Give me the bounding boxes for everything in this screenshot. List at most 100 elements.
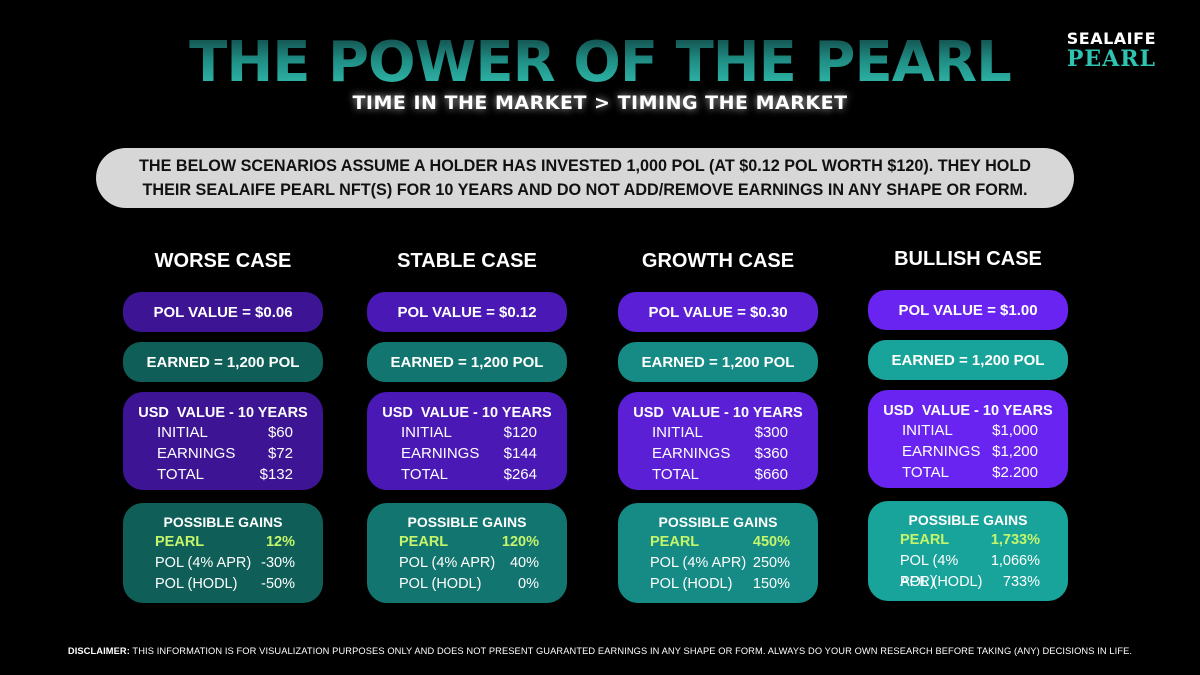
pearl-gain-row: PEARL 450% [618,532,818,553]
possible-gains-box: POSSIBLE GAINS PEARL 12% POL (4% APR) -30%… [123,503,323,603]
usd-value-title: USD VALUE - 10 YEARS [883,403,1053,419]
hodl-label: POL (HODL) [650,576,733,592]
possible-gains-title: POSSIBLE GAINS [163,514,283,530]
earned-pill: EARNED = 1,200 POL [367,342,567,382]
pearl-gain-row: PEARL 120% [367,532,567,553]
page-title: THE POWER OF THE PEARL [0,30,1200,96]
hodl-gain-row: POL (HODL) 733% [868,572,1068,593]
total-label: TOTAL [652,466,699,483]
apr-value: 1,066% [990,553,1040,569]
pearl-value: 450% [752,534,790,550]
apr-label: POL (4% APR) [155,555,252,571]
total-label: TOTAL [902,464,949,481]
total-value: $660 [754,466,788,483]
pearl-value: 120% [501,534,539,550]
earnings-label: EARNINGS [401,445,480,462]
apr-gain-row: POL (4% APR) 250% [618,553,818,574]
hodl-label: POL (HODL) [155,576,238,592]
total-row: TOTAL $132 [123,464,323,485]
total-label: TOTAL [157,466,204,483]
earnings-label: EARNINGS [157,445,236,462]
earnings-label: EARNINGS [652,445,731,462]
disclaimer: DISCLAIMER: THIS INFORMATION IS FOR VISU… [0,646,1200,656]
total-value: $2.200 [992,464,1038,481]
page-subtitle: TIME IN THE MARKET > TIMING THE MARKET [352,92,848,114]
pearl-value: 12% [265,534,295,550]
pearl-label: PEARL [155,534,205,550]
scenario-column-worse: WORSE CASE POL VALUE = $0.06 EARNED = 1,… [121,248,325,603]
pearl-gain-row: PEARL 12% [123,532,323,553]
initial-label: INITIAL [902,422,953,439]
hodl-value: 150% [752,576,790,592]
disclaimer-text: THIS INFORMATION IS FOR VISUALIZATION PU… [129,646,1133,656]
usd-value-title: USD VALUE - 10 YEARS [633,405,803,421]
possible-gains-box: POSSIBLE GAINS PEARL 450% POL (4% APR) 250… [618,503,818,603]
earnings-row: EARNINGS $72 [123,443,323,464]
hodl-label: POL (HODL) [399,576,482,592]
earned-pill: EARNED = 1,200 POL [618,342,818,382]
hodl-gain-row: POL (HODL) 0% [367,574,567,595]
apr-gain-row: POL (4% APR) 40% [367,553,567,574]
earnings-row: EARNINGS $144 [367,443,567,464]
usd-value-box: USD VALUE - 10 YEARS INITIAL $120 EARNING… [367,392,567,490]
apr-label: POL (4% APR) [399,555,496,571]
possible-gains-title: POSSIBLE GAINS [658,514,778,530]
initial-row: INITIAL $60 [123,422,323,443]
initial-value: $120 [503,424,537,441]
possible-gains-box: POSSIBLE GAINS PEARL 1,733% POL (4% APR) 1… [868,501,1068,601]
pearl-label: PEARL [650,534,700,550]
total-row: TOTAL $660 [618,464,818,485]
pol-value-pill: POL VALUE = $0.12 [367,292,567,332]
scenario-title: WORSE CASE [154,250,292,272]
pearl-label: PEARL [900,532,950,548]
hodl-value: 0% [518,576,539,592]
hodl-gain-row: POL (HODL) 150% [618,574,818,595]
hodl-gain-row: POL (HODL) -50% [123,574,323,595]
hodl-value: -50% [261,576,295,592]
apr-label: POL (4% APR) [650,555,747,571]
initial-label: INITIAL [652,424,703,441]
possible-gains-box: POSSIBLE GAINS PEARL 120% POL (4% APR) 40%… [367,503,567,603]
earnings-row: EARNINGS $360 [618,443,818,464]
possible-gains-title: POSSIBLE GAINS [407,514,527,530]
apr-value: -30% [261,555,295,571]
initial-value: $1,000 [992,422,1038,439]
disclaimer-label: DISCLAIMER: [67,646,130,656]
scenario-column-bullish: BULLISH CASE POL VALUE = $1.00 EARNED = … [866,246,1070,601]
logo-top-text: SEALAIFE [1066,29,1156,48]
total-row: TOTAL $264 [367,464,567,485]
scenario-title: GROWTH CASE [641,250,795,272]
total-value: $132 [259,466,293,483]
logo-bottom-text: PEARL [1066,46,1156,72]
pearl-value: 1,733% [990,532,1040,548]
usd-value-box: USD VALUE - 10 YEARS INITIAL $300 EARNING… [618,392,818,490]
sealaife-pearl-logo: SEALAIFE PEARL [1066,29,1156,72]
initial-value: $300 [754,424,788,441]
apr-gain-row: POL (4% APR) -30% [123,553,323,574]
scenario-intro-banner: THE BELOW SCENARIOS ASSUME A HOLDER HAS … [96,148,1074,208]
initial-label: INITIAL [401,424,452,441]
apr-label: POL (4% APR) [900,553,959,590]
initial-row: INITIAL $120 [367,422,567,443]
usd-value-box: USD VALUE - 10 YEARS INITIAL $1,000 EARNI… [868,390,1068,488]
earned-pill: EARNED = 1,200 POL [868,340,1068,380]
earnings-value: $72 [267,445,293,462]
apr-value: 40% [509,555,539,571]
earnings-label: EARNINGS [902,443,981,460]
scenario-title: STABLE CASE [397,250,537,272]
pearl-label: PEARL [399,534,449,550]
total-row: TOTAL $2.200 [868,462,1068,483]
total-label: TOTAL [401,466,448,483]
earned-pill: EARNED = 1,200 POL [123,342,323,382]
hodl-value: 733% [1002,574,1040,590]
initial-value: $60 [267,424,293,441]
earnings-value: $144 [503,445,537,462]
initial-row: INITIAL $1,000 [868,420,1068,441]
scenario-column-stable: STABLE CASE POL VALUE = $0.12 EARNED = 1… [365,248,569,603]
scenario-title: BULLISH CASE [894,248,1042,270]
usd-value-title: USD VALUE - 10 YEARS [138,405,308,421]
usd-value-box: USD VALUE - 10 YEARS INITIAL $60 EARNINGS… [123,392,323,490]
hodl-label: POL (HODL) [900,574,983,590]
earnings-value: $1,200 [992,443,1038,460]
pearl-gain-row: PEARL 1,733% [868,530,1068,551]
